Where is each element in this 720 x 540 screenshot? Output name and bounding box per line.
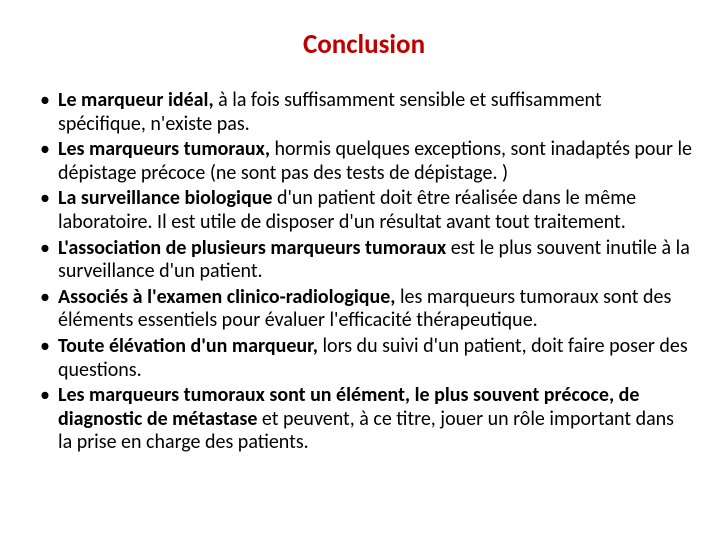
bullet-bold: La surveillance biologique xyxy=(58,186,272,210)
bullet-bold: Le marqueur idéal, xyxy=(58,88,214,112)
bullet-bold: Les marqueurs tumoraux, xyxy=(58,137,270,161)
list-item: Le marqueur idéal, à la fois suffisammen… xyxy=(36,89,692,136)
slide-title: Conclusion xyxy=(36,28,692,61)
bullet-list: Le marqueur idéal, à la fois suffisammen… xyxy=(36,89,692,455)
slide: Conclusion Le marqueur idéal, à la fois … xyxy=(0,0,720,540)
list-item: L'association de plusieurs marqueurs tum… xyxy=(36,237,692,284)
list-item: Associés à l'examen clinico-radiologique… xyxy=(36,286,692,333)
bullet-bold: Toute élévation d'un marqueur, xyxy=(58,334,318,358)
list-item: Les marqueurs tumoraux sont un élément, … xyxy=(36,384,692,455)
bullet-bold: Associés à l'examen clinico-radiologique… xyxy=(58,285,395,309)
list-item: La surveillance biologique d'un patient … xyxy=(36,187,692,234)
list-item: Les marqueurs tumoraux, hormis quelques … xyxy=(36,138,692,185)
bullet-bold: L'association de plusieurs marqueurs tum… xyxy=(58,236,446,260)
list-item: Toute élévation d'un marqueur, lors du s… xyxy=(36,335,692,382)
